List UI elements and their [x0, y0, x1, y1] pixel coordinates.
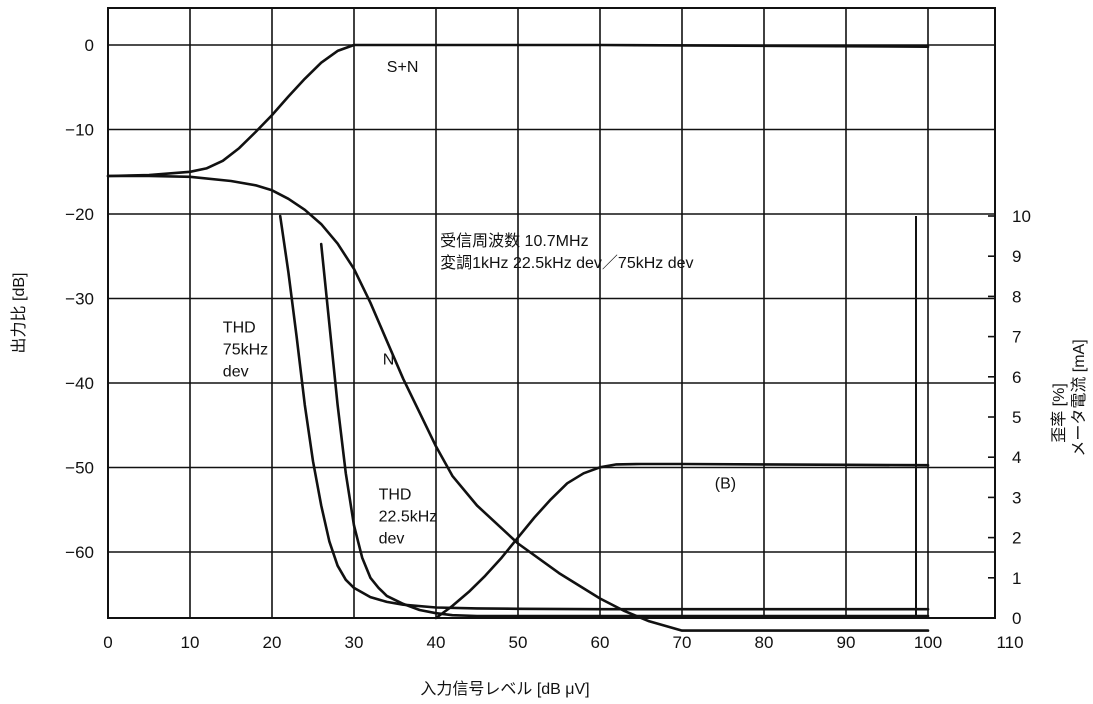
y-tick-label: 0	[85, 36, 94, 55]
annotation-thd225: dev	[379, 531, 405, 548]
annotation-cond: 受信周波数 10.7MHz	[440, 232, 588, 250]
y2-tick-label: 1	[1012, 569, 1021, 588]
annotation-thd225: THD	[379, 487, 412, 504]
annotation-sn: S+N	[387, 59, 419, 76]
series-line-s-n	[106, 43, 930, 178]
annotation-thd225: 22.5kHz	[379, 509, 438, 526]
y2-tick-label: 3	[1012, 488, 1021, 507]
y-tick-label: −20	[65, 205, 94, 224]
annotation-n: N	[383, 351, 395, 368]
annotation-thd75: dev	[223, 363, 249, 380]
plot-frame	[107, 7, 996, 619]
y2-tick-label: 7	[1012, 328, 1021, 347]
annotation-cond: 変調1kHz 22.5kHz dev／75kHz dev	[440, 254, 693, 272]
x-tick-label: 100	[914, 633, 942, 652]
x-axis-label: 入力信号レベル [dB μV]	[420, 680, 589, 698]
y-tick-label: −40	[65, 374, 94, 393]
y2-tick-label: 4	[1012, 448, 1021, 467]
y2-tick-label: 8	[1012, 287, 1021, 306]
annotation-thd75: 75kHz	[223, 341, 268, 358]
grid	[108, 8, 995, 618]
series-line-thd-75khz-dev	[278, 214, 930, 611]
x-tick-label: 70	[673, 633, 692, 652]
x-tick-label: 20	[263, 633, 282, 652]
series-line-thd-22-5khz-dev	[319, 242, 930, 618]
y2-tick-label: 9	[1012, 247, 1021, 266]
x-tick-label: 50	[509, 633, 528, 652]
x-tick-label: 60	[591, 633, 610, 652]
y-tick-label: −30	[65, 290, 94, 309]
y2-axis-label-meter-current: メータ電流 [mA]	[1070, 339, 1088, 456]
annotations: S+N N THD 75kHz dev THD 22.5kHz dev (B) 受信周波数 10.…	[223, 59, 736, 548]
y-tick-label: −10	[65, 121, 94, 140]
annotation-thd75: THD	[223, 319, 256, 336]
series-line-b	[434, 462, 930, 620]
x-tick-label: 0	[103, 633, 112, 652]
y2-tick-label: 2	[1012, 529, 1021, 548]
y-tick-label: −60	[65, 543, 94, 562]
right-axis	[915, 215, 995, 619]
y2-tick-label: 0	[1012, 609, 1021, 628]
y2-tick-label: 10	[1012, 207, 1031, 226]
x-tick-label: 40	[427, 633, 446, 652]
y2-axis-label-distortion: 歪率 [%]	[1050, 383, 1068, 443]
x-tick-label: 110	[996, 633, 1023, 652]
series	[106, 43, 930, 632]
x-tick-label: 30	[345, 633, 364, 652]
y-tick-label: −50	[65, 459, 94, 478]
y-axis-label: 出力比 [dB]	[10, 273, 28, 354]
y2-tick-label: 5	[1012, 408, 1021, 427]
annotation-b: (B)	[715, 476, 736, 493]
x-tick-label: 90	[837, 633, 856, 652]
x-tick-label: 80	[755, 633, 774, 652]
y2-tick-label: 6	[1012, 368, 1021, 387]
x-tick-label: 10	[181, 633, 200, 652]
